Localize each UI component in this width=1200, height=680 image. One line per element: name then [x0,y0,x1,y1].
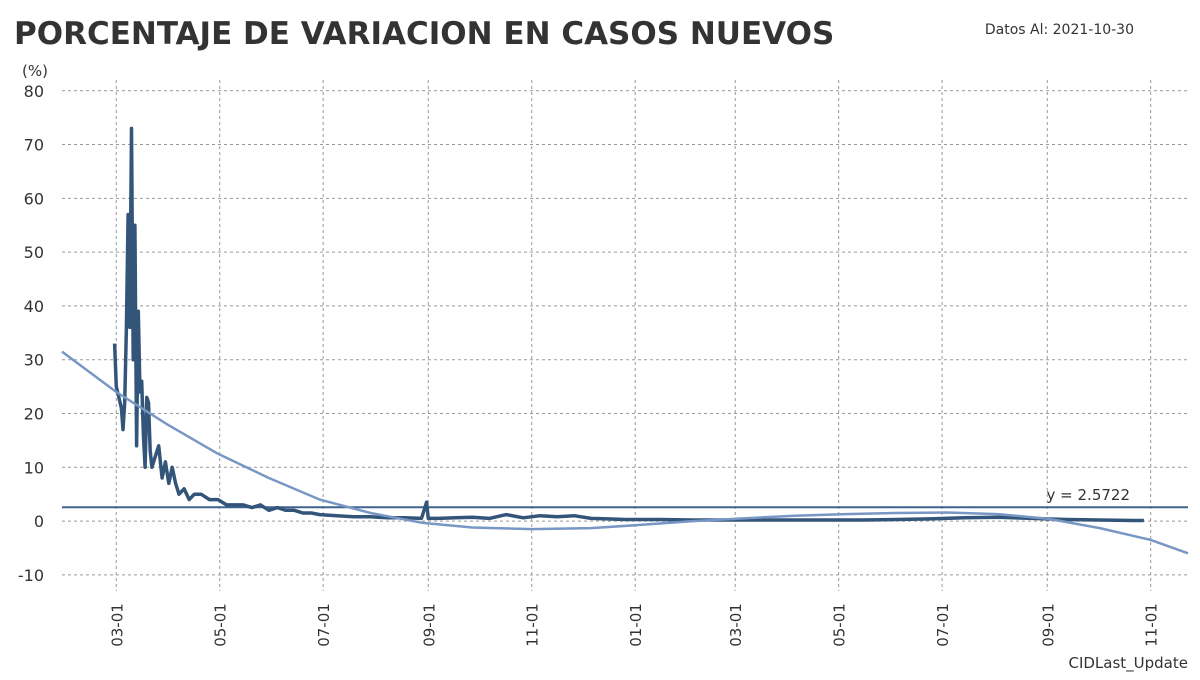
y-tick-label: 50 [24,243,44,262]
x-tick-label: 11-01 [524,603,542,647]
y-tick-label: 70 [24,136,44,155]
y-tick-label: 20 [24,404,44,423]
x-tick-label: 03-01 [727,603,745,647]
y-tick-label: 10 [24,458,44,477]
x-tick-label: 09-01 [420,603,438,647]
x-tick-label: 01-01 [627,603,645,647]
series-line [61,350,1189,555]
x-tick-label: 09-01 [1039,603,1057,647]
subtitle: Datos Al: 2021-10-30 [985,22,1134,38]
x-tick-label: 11-01 [1143,603,1161,647]
y-tick-label: 60 [24,189,44,208]
footer: CIDLast_Update [1068,654,1188,673]
chart-title: PORCENTAJE DE VARIACION EN CASOS NUEVOS [14,16,834,52]
x-tick-label: 05-01 [831,603,849,647]
y-axis-label: (%) [22,62,48,80]
x-tick-label: 03-01 [108,603,126,647]
x-tick-label: 05-01 [212,603,230,647]
y-tick-label: 30 [24,351,44,370]
x-tick-label: 07-01 [934,603,952,647]
y-tick-label: -10 [18,566,44,585]
y-tick-label: 0 [34,512,44,531]
series-line [112,126,1144,523]
y-tick-label: 40 [24,297,44,316]
x-tick-label: 07-01 [315,603,333,647]
y-tick-label: 80 [24,82,44,101]
reference-label: y = 2.5722 [1047,486,1130,504]
